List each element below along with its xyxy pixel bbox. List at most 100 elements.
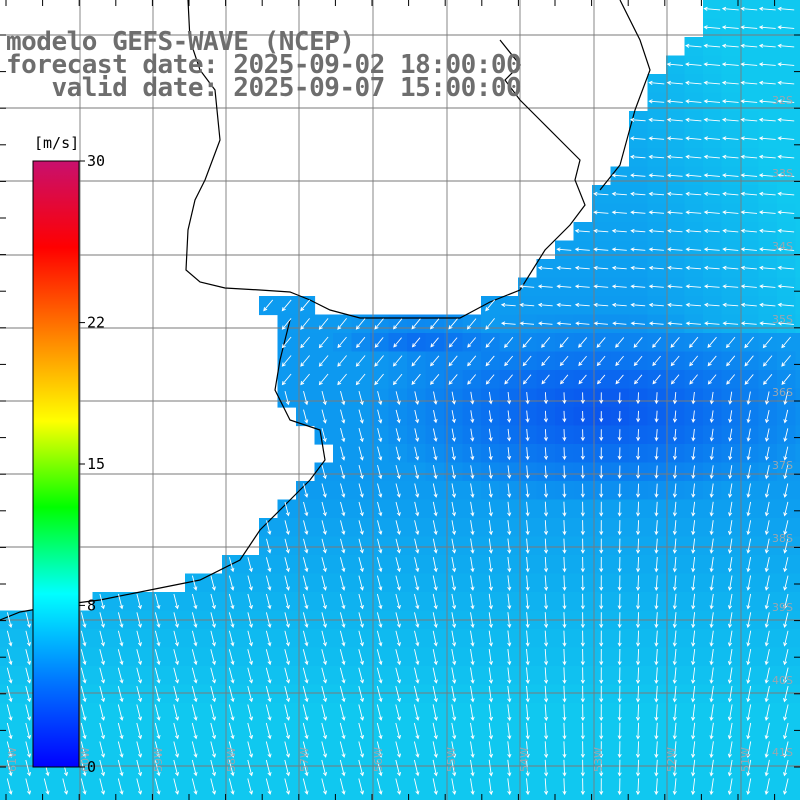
wind-cell (796, 370, 800, 389)
wind-cell (796, 666, 800, 685)
wind-cell (74, 796, 93, 801)
wind-cell (796, 37, 800, 56)
lon-label: 54W (518, 747, 531, 772)
wind-cell (796, 389, 800, 408)
wind-cell (796, 463, 800, 482)
wind-cell (481, 796, 500, 801)
wind-cell (629, 796, 648, 801)
wind-cell (796, 481, 800, 500)
wind-cell (796, 426, 800, 445)
wind-cell (204, 796, 223, 801)
lat-label: 32S (772, 94, 793, 107)
wind-cell (666, 796, 685, 801)
wind-cell (111, 796, 130, 801)
wind-cell (796, 278, 800, 297)
wind-cell (407, 796, 426, 801)
wind-cell (241, 796, 260, 801)
lat-label: 39S (772, 601, 793, 614)
lon-label: 55W (445, 747, 458, 772)
colorbar-bar (33, 161, 79, 767)
wind-cell (796, 518, 800, 537)
lon-label: 51W (739, 747, 752, 772)
colorbar-tick-label: 30 (87, 152, 105, 170)
wind-cell (796, 759, 800, 778)
wind-cell (796, 777, 800, 796)
wind-cell (796, 592, 800, 611)
wind-cell (796, 629, 800, 648)
lat-label: 36S (772, 386, 793, 399)
lon-label: 57W (298, 747, 311, 772)
wind-cell (796, 74, 800, 93)
lat-label: 33S (772, 167, 793, 180)
wind-cell (56, 796, 75, 801)
lon-label: 53W (592, 747, 605, 772)
colorbar-tick-label: 0 (87, 758, 96, 776)
wind-cell (796, 241, 800, 260)
wind-cell (426, 796, 445, 801)
wind-cell (148, 796, 167, 801)
wind-cell (796, 333, 800, 352)
lat-label: 40S (772, 674, 793, 687)
wind-cell (37, 796, 56, 801)
wind-cell (796, 130, 800, 149)
wind-cell (796, 500, 800, 519)
colorbar-tick-label: 8 (87, 596, 96, 614)
lon-label: 52W (665, 747, 678, 772)
wind-cell (222, 796, 241, 801)
wind-cell (592, 796, 611, 801)
wind-cell (315, 796, 334, 801)
wind-cell (796, 185, 800, 204)
wind-cell (796, 148, 800, 167)
wind-cell (463, 796, 482, 801)
wind-cell (537, 796, 556, 801)
wind-cell (167, 796, 186, 801)
colorbar-unit: [m/s] (34, 134, 79, 152)
wind-cell (796, 111, 800, 130)
lon-label: 61W (6, 747, 19, 772)
colorbar-tick-label: 15 (87, 455, 105, 473)
wind-cell (93, 796, 112, 801)
wind-cell (796, 740, 800, 759)
wind-cell (796, 555, 800, 574)
wind-cell (500, 796, 519, 801)
wind-cell (796, 0, 800, 19)
wind-cell (518, 796, 537, 801)
wind-cell (796, 407, 800, 426)
wind-cell (685, 796, 704, 801)
wind-cell (130, 796, 149, 801)
wind-cell (19, 796, 38, 801)
wind-cell (796, 204, 800, 223)
wind-cell (796, 93, 800, 112)
lon-label: 56W (372, 747, 385, 772)
lon-label: 59W (152, 747, 165, 772)
lat-label: 35S (772, 313, 793, 326)
wind-cell (796, 222, 800, 241)
wind-cell (574, 796, 593, 801)
wind-cell (796, 444, 800, 463)
lat-label: 37S (772, 459, 793, 472)
title-valid-date: valid date: 2025-09-07 15:00:00 (6, 75, 521, 101)
wind-cell (555, 796, 574, 801)
lat-label: 38S (772, 532, 793, 545)
wind-cell (796, 537, 800, 556)
wind-cell (740, 796, 759, 801)
lat-label: 34S (772, 240, 793, 253)
lon-label: 58W (225, 747, 238, 772)
wind-cell (796, 167, 800, 186)
wind-cell (648, 796, 667, 801)
wind-cell (796, 352, 800, 371)
wind-cell (185, 796, 204, 801)
wind-cell (796, 796, 800, 801)
wind-cell (278, 796, 297, 801)
wind-cell (796, 315, 800, 334)
wind-cell (389, 796, 408, 801)
colorbar-tick-label: 22 (87, 314, 105, 332)
wind-cell (352, 796, 371, 801)
wind-cell (777, 796, 796, 801)
wind-cell (796, 722, 800, 741)
wind-cell (796, 296, 800, 315)
lat-label: 41S (772, 746, 793, 759)
wind-cell (796, 574, 800, 593)
